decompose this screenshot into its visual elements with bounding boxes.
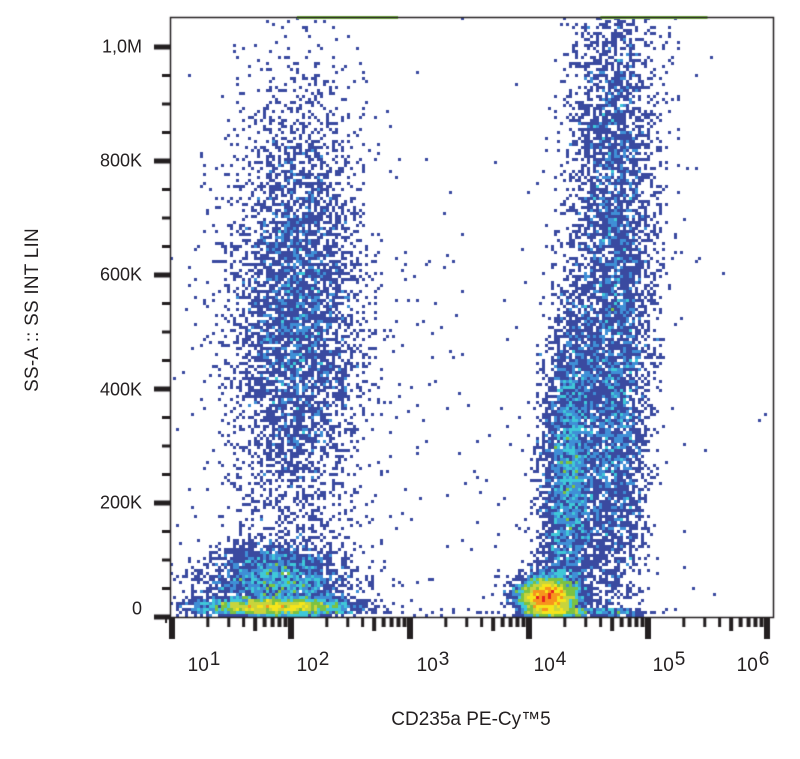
- x-tick-label: 106: [736, 649, 770, 676]
- x-tick-label: 105: [652, 649, 686, 676]
- y-tick-label: 200K: [99, 492, 142, 513]
- x-tick-label: 104: [533, 649, 567, 676]
- x-tick-label: 101: [187, 649, 221, 676]
- y-tick-label: 0: [131, 598, 142, 619]
- x-tick-label: 103: [416, 649, 450, 676]
- x-tick-label: 102: [296, 649, 330, 676]
- y-axis-label: SS-A :: SS INT LIN: [22, 228, 43, 392]
- y-tick-label: 1,0M: [101, 36, 142, 57]
- y-tick-label: 600K: [99, 264, 142, 285]
- y-tick-label: 800K: [99, 150, 142, 171]
- x-axis-label: CD235a PE-Cy™5: [391, 709, 551, 730]
- y-tick-label: 400K: [99, 379, 142, 400]
